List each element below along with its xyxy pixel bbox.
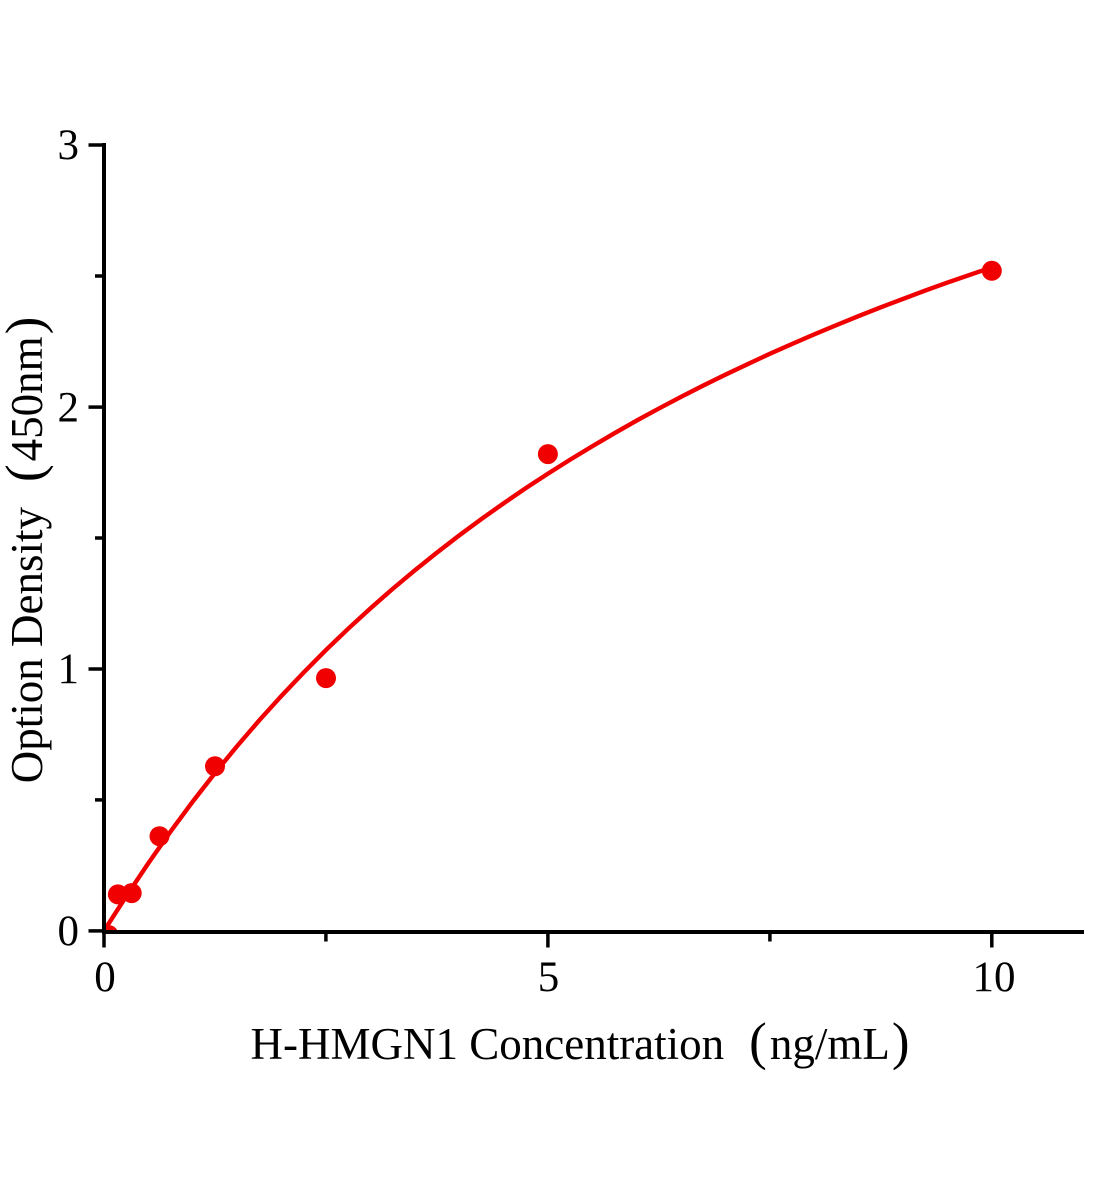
svg-text:0: 0 xyxy=(94,954,116,1001)
svg-text:2: 2 xyxy=(58,384,80,431)
svg-text:10: 10 xyxy=(973,954,1016,1001)
svg-text:Option Density(450nm): Option Density(450nm) xyxy=(0,317,54,784)
svg-text:5: 5 xyxy=(538,954,560,1001)
svg-text:1: 1 xyxy=(58,646,80,693)
svg-text:0: 0 xyxy=(58,908,80,955)
svg-text:3: 3 xyxy=(58,122,80,169)
svg-text:H-HMGN1 Concentration(ng/mL): H-HMGN1 Concentration (ng/mL) xyxy=(251,1013,910,1071)
